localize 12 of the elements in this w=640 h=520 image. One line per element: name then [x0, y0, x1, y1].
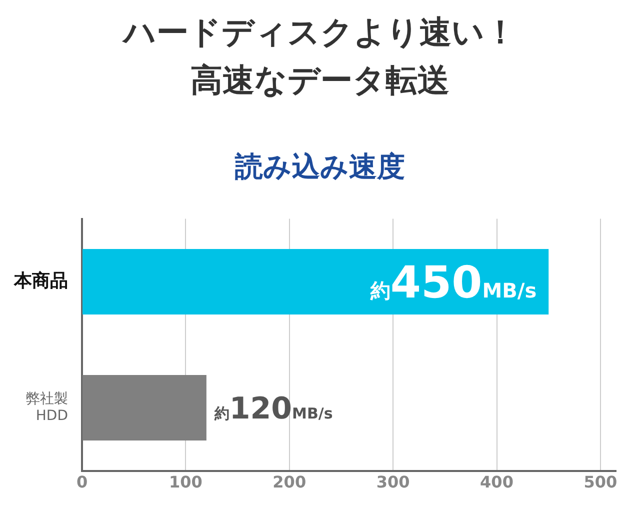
x-tick-label: 0 — [76, 472, 88, 492]
data-label: 約120MB/s — [213, 392, 333, 427]
x-tick-label: 200 — [272, 472, 306, 492]
x-tick-label: 300 — [376, 472, 410, 492]
x-tick-label: 500 — [584, 472, 618, 492]
x-tick-label: 100 — [168, 472, 202, 492]
chart-subtitle: 読み込み速度 — [234, 149, 406, 185]
y-tick-label: 本商品 — [13, 270, 68, 292]
x-tick-label: 400 — [480, 472, 514, 492]
y-tick-label: 弊社製 HDD — [26, 391, 68, 424]
chart-title: ハードディスクより速い！高速なデータ転送 — [121, 12, 518, 101]
data-label: 約450MB/s — [369, 258, 537, 309]
